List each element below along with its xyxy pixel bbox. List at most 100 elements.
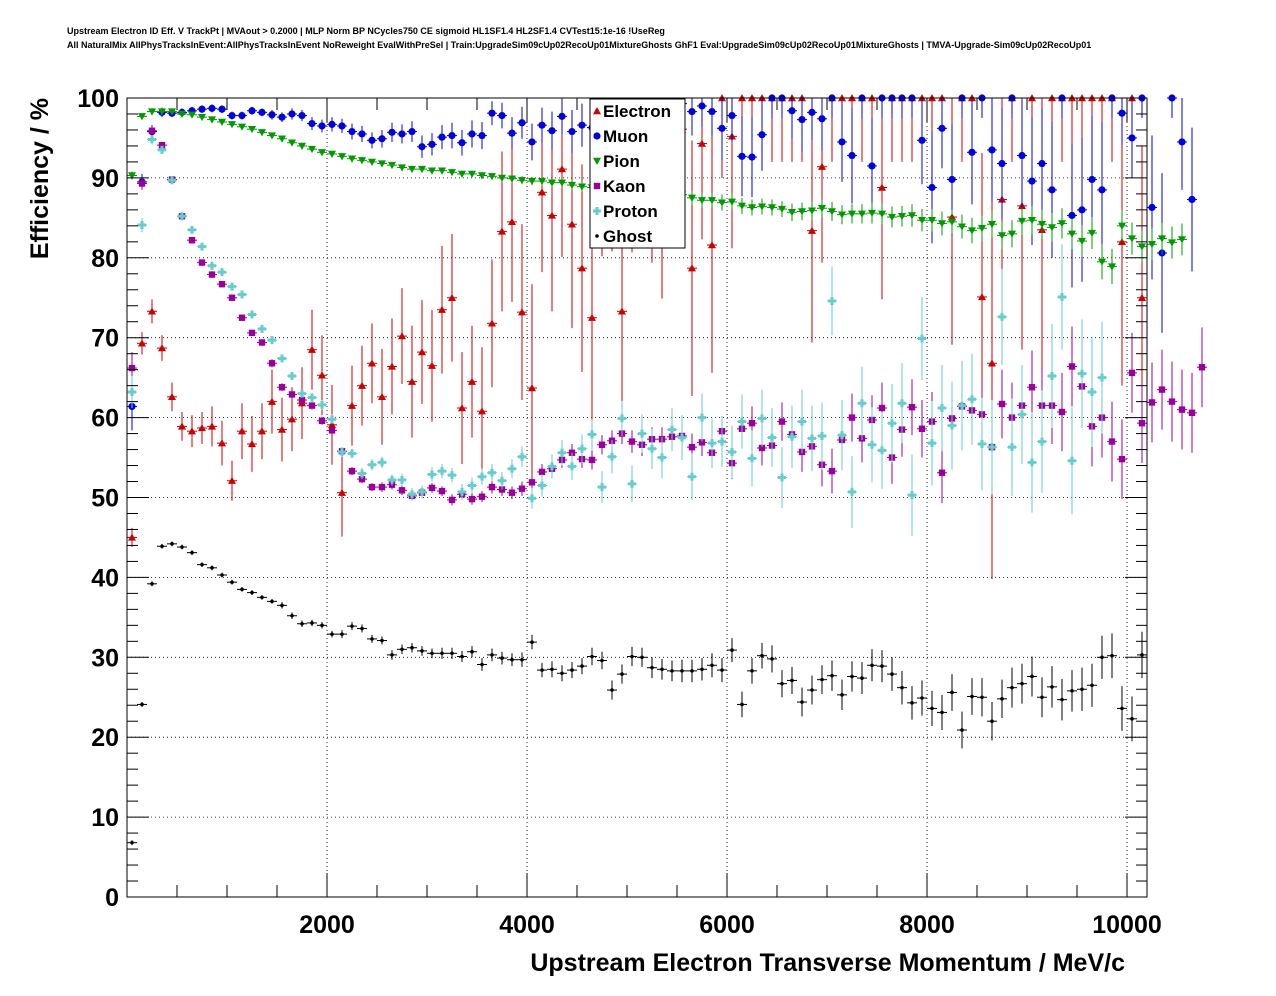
x-axis-label: Upstream Electron Transverse Momentum / … xyxy=(530,949,1125,977)
data-point xyxy=(740,702,744,707)
data-point xyxy=(360,626,364,631)
data-point xyxy=(488,173,496,181)
data-point xyxy=(308,119,316,128)
data-point xyxy=(1078,237,1086,246)
data-point xyxy=(258,129,266,137)
data-point xyxy=(528,177,536,186)
data-point xyxy=(580,664,584,668)
data-point xyxy=(148,135,156,144)
data-point xyxy=(458,139,466,147)
data-point xyxy=(680,669,684,673)
data-point xyxy=(698,197,706,205)
data-point xyxy=(218,268,226,277)
data-point xyxy=(248,107,256,115)
data-point xyxy=(568,449,576,456)
data-point xyxy=(350,624,354,628)
data-point xyxy=(1050,685,1054,689)
data-point xyxy=(938,469,946,476)
data-point xyxy=(1048,224,1056,232)
legend-box xyxy=(589,98,686,249)
data-point xyxy=(428,167,436,175)
data-point xyxy=(278,135,286,143)
data-point xyxy=(998,312,1006,321)
legend-label: Pion xyxy=(603,152,640,171)
data-point xyxy=(548,462,556,471)
data-point xyxy=(1118,455,1126,463)
data-point xyxy=(298,111,306,120)
data-point xyxy=(798,115,806,124)
data-point xyxy=(1068,211,1076,220)
data-point xyxy=(1138,419,1146,427)
data-point xyxy=(278,425,286,433)
data-point xyxy=(968,395,976,404)
data-point xyxy=(1068,230,1076,238)
data-point xyxy=(588,313,596,321)
data-point xyxy=(408,377,416,385)
x-tick-label: 6000 xyxy=(699,911,755,939)
data-point xyxy=(328,427,336,434)
data-point xyxy=(730,648,734,652)
data-point xyxy=(418,143,426,151)
data-point xyxy=(678,433,686,442)
data-point xyxy=(238,314,246,321)
data-point xyxy=(578,183,586,191)
data-point xyxy=(568,181,576,190)
data-point xyxy=(548,211,556,219)
data-point xyxy=(498,111,506,120)
data-point xyxy=(938,220,946,228)
data-point xyxy=(1068,456,1076,465)
data-point xyxy=(358,130,366,138)
data-point xyxy=(338,153,346,161)
data-point xyxy=(1028,458,1036,467)
data-point xyxy=(548,127,556,135)
data-point xyxy=(478,493,486,500)
data-point xyxy=(128,388,136,397)
data-point xyxy=(1140,653,1144,657)
data-point xyxy=(868,440,876,449)
data-point xyxy=(1028,177,1036,185)
data-point xyxy=(438,305,446,313)
data-point xyxy=(908,212,916,220)
data-point xyxy=(428,361,436,369)
data-point xyxy=(298,396,306,404)
data-point xyxy=(1068,363,1076,370)
data-point xyxy=(248,329,256,337)
data-point xyxy=(628,479,636,488)
data-point xyxy=(598,441,606,448)
data-point xyxy=(198,113,206,122)
data-point xyxy=(1010,685,1014,690)
data-point xyxy=(148,127,156,134)
data-point xyxy=(478,131,486,140)
series-proton xyxy=(127,135,1107,536)
data-point xyxy=(378,392,386,401)
data-point xyxy=(498,227,506,235)
y-tick-label: 0 xyxy=(105,884,119,912)
data-point xyxy=(300,621,304,626)
data-point xyxy=(770,657,774,661)
data-point xyxy=(610,688,614,692)
data-point xyxy=(1048,186,1056,194)
data-point xyxy=(368,359,376,367)
data-point xyxy=(1060,697,1064,702)
data-point xyxy=(958,401,966,410)
data-point xyxy=(410,645,414,650)
data-point xyxy=(788,432,796,441)
data-point xyxy=(128,172,136,180)
data-point xyxy=(1040,695,1044,700)
x-tick-label: 4000 xyxy=(499,911,555,939)
data-point xyxy=(890,672,894,676)
data-point xyxy=(780,681,784,686)
data-point xyxy=(258,324,266,333)
data-point xyxy=(928,217,936,225)
data-point xyxy=(858,399,866,408)
data-point xyxy=(468,170,476,178)
data-point xyxy=(840,693,844,697)
data-point xyxy=(250,590,254,595)
data-point xyxy=(608,452,616,461)
data-point xyxy=(768,433,776,442)
data-point xyxy=(708,439,716,448)
data-point xyxy=(1070,689,1074,693)
data-point xyxy=(988,221,996,229)
data-point xyxy=(500,656,504,660)
